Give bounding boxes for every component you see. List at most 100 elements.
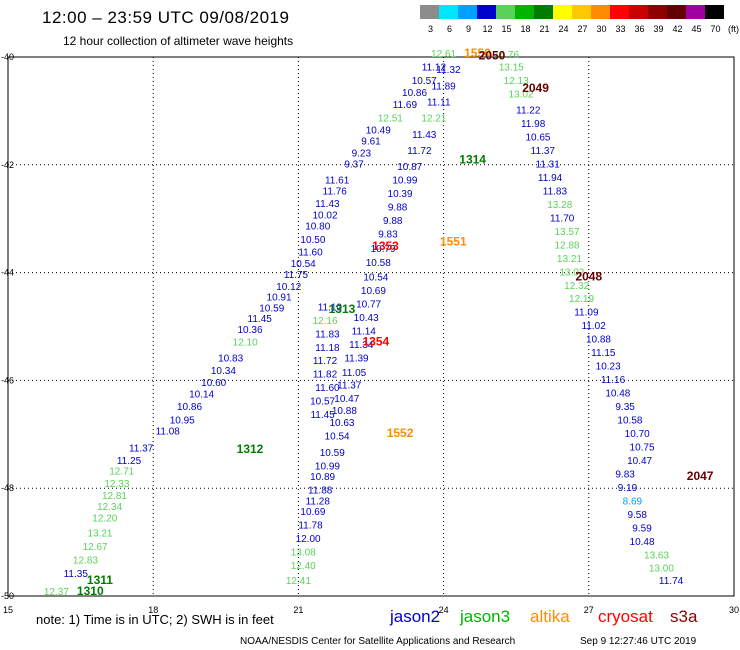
pass-id-label: 1314 — [459, 153, 486, 167]
wave-height-label: 13.21 — [557, 254, 582, 265]
wave-height-label: 11.10 — [318, 302, 343, 313]
wave-height-label: 12.67 — [83, 542, 108, 553]
wave-height-label: 9.59 — [632, 523, 652, 534]
legend-label: 39 — [653, 24, 664, 34]
wave-height-label: 12.71 — [109, 467, 134, 478]
wave-height-label: 11.43 — [412, 130, 437, 141]
wave-height-label: 9.88 — [383, 216, 403, 227]
pass-id-label: 2050 — [479, 49, 506, 63]
wave-height-label: 9.83 — [615, 469, 635, 480]
wave-height-label: 10.99 — [392, 176, 417, 187]
wave-height-label: 11.14 — [352, 327, 377, 338]
wave-height-label: 10.99 — [315, 461, 340, 472]
wave-height-label: 12.83 — [73, 556, 98, 567]
wave-height-label: 11.37 — [337, 380, 362, 391]
pass-id-label: 1354 — [362, 334, 389, 348]
wave-height-label: 11.12 — [422, 62, 447, 73]
wave-height-label: 8.69 — [623, 496, 643, 507]
wave-height-label: 12.21 — [421, 114, 446, 125]
satellite-altika: altika — [530, 607, 570, 626]
legend-label: 27 — [577, 24, 588, 34]
wave-height-label: 11.76 — [323, 186, 348, 197]
legend-label: 33 — [615, 24, 626, 34]
wave-height-label: 11.94 — [538, 173, 563, 184]
wave-height-label: 10.65 — [525, 133, 550, 144]
legend-label: 36 — [634, 24, 645, 34]
wave-height-label: 12.20 — [92, 514, 117, 525]
wave-height-label: 11.61 — [325, 176, 350, 187]
generation-timestamp: Sep 9 12:27:46 UTC 2019 — [580, 636, 697, 647]
wave-height-label: 11.45 — [310, 410, 335, 421]
lat-tick-label: -44 — [1, 268, 14, 278]
page-subtitle: 12 hour collection of altimeter wave hei… — [63, 34, 294, 48]
wave-height-label: 13.15 — [499, 62, 524, 73]
wave-height-label: 10.54 — [325, 432, 350, 443]
wave-height-label: 11.32 — [436, 65, 461, 76]
wave-height-label: 10.69 — [300, 507, 325, 518]
wave-height-label: 10.58 — [617, 416, 642, 427]
wave-height-label: 11.78 — [298, 521, 323, 532]
satellite-s3a: s3a — [670, 607, 698, 626]
wave-height-label: 10.77 — [356, 300, 381, 311]
wave-height-label: 9.61 — [361, 136, 381, 147]
wave-height-label: 10.50 — [300, 235, 325, 246]
wave-height-label: 12.33 — [104, 479, 129, 490]
wave-height-label: 10.80 — [305, 221, 330, 232]
footer-note: note: 1) Time is in UTC; 2) SWH is in fe… — [36, 612, 274, 627]
wave-height-label: 12.00 — [296, 534, 321, 545]
lat-tick-label: -50 — [1, 591, 14, 601]
wave-height-label: 12.41 — [286, 576, 311, 587]
wave-height-label: 11.88 — [308, 486, 333, 497]
wave-height-label: 10.54 — [363, 273, 388, 284]
wave-height-label: 9.19 — [618, 483, 638, 494]
wave-height-label: 12.40 — [291, 561, 316, 572]
wave-height-label: 11.74 — [659, 576, 684, 587]
wave-height-label: 10.48 — [630, 537, 655, 548]
page-title: 12:00 – 23:59 UTC 09/08/2019 — [42, 8, 290, 27]
wave-height-label: 12.32 — [564, 281, 589, 292]
lon-tick-label: 24 — [439, 605, 449, 615]
wave-height-label: 10.95 — [170, 416, 195, 427]
pass-id-label: 1312 — [237, 442, 264, 456]
wave-height-label: 13.63 — [644, 550, 669, 561]
wave-height-label: 12.37 — [44, 587, 69, 598]
wave-height-label: 10.58 — [366, 258, 391, 269]
legend-label: 45 — [691, 24, 702, 34]
wave-height-label: 11.45 — [248, 314, 273, 325]
wave-height-label: 12.81 — [102, 491, 127, 502]
wave-height-label: 10.57 — [310, 397, 335, 408]
pass-id-label: 1313 — [329, 302, 356, 316]
wave-height-label: 10.79 — [371, 244, 396, 255]
lon-tick-label: 30 — [729, 605, 739, 615]
wave-height-label: 11.43 — [315, 199, 340, 210]
wave-height-label: 11.69 — [393, 100, 418, 111]
pass-id-label: 1311 — [87, 573, 113, 587]
legend-label: 15 — [501, 24, 512, 34]
wave-height-label: 10.39 — [388, 189, 413, 200]
wave-height-label: 10.23 — [596, 362, 621, 373]
wave-height-label: 11.60 — [298, 247, 323, 258]
wave-height-label: 11.11 — [427, 98, 451, 109]
wave-height-label: 11.05 — [342, 368, 367, 379]
wave-height-label: 12.16 — [313, 316, 338, 327]
lon-tick-label: 18 — [148, 605, 158, 615]
wave-height-label: 11.75 — [284, 270, 309, 281]
wave-height-label: 11.35 — [64, 569, 89, 580]
credit-line: NOAA/NESDIS Center for Satellite Applica… — [240, 636, 516, 647]
wave-height-label: 10.60 — [201, 378, 226, 389]
legend-label: 6 — [446, 24, 453, 34]
wave-height-label: 10.89 — [310, 472, 335, 483]
pass-id-label: 2049 — [522, 81, 549, 95]
lat-tick-label: -46 — [1, 375, 14, 385]
wave-height-label: 10.59 — [320, 448, 345, 459]
wave-height-label: 11.02 — [581, 321, 606, 332]
legend-label: 70 — [710, 24, 721, 34]
satellite-jason2: jason2 — [390, 607, 441, 626]
wave-height-label: 10.47 — [627, 456, 652, 467]
lat-tick-label: -48 — [1, 483, 14, 493]
wave-height-label: 11.70 — [550, 213, 575, 224]
satellite-cryosat: cryosat — [598, 607, 653, 626]
lat-tick-label: -40 — [1, 52, 14, 62]
legend-label: 42 — [672, 24, 683, 34]
